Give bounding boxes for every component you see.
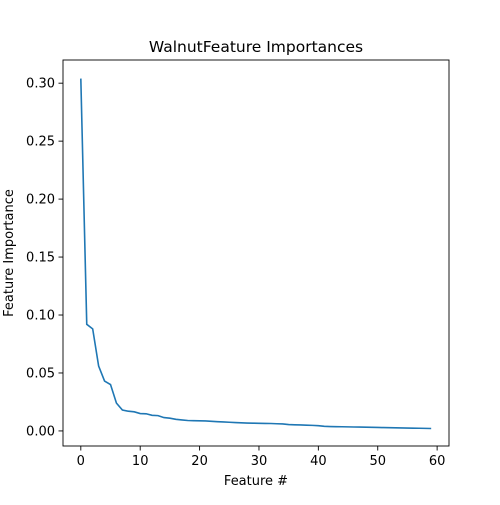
y-tick-label: 0.30 xyxy=(26,77,55,92)
series-line xyxy=(80,78,432,430)
x-axis-label: Feature # xyxy=(224,474,288,489)
y-tick-label: 0.10 xyxy=(26,309,55,324)
y-tick-label: 0.15 xyxy=(26,251,55,266)
y-axis: 0.00 0.05 0.10 0.15 0.20 0.25 0.30 xyxy=(26,77,63,439)
y-tick-label: 0.20 xyxy=(26,193,55,208)
y-tick-label: 0.25 xyxy=(26,135,55,150)
chart-title: WalnutFeature Importances xyxy=(149,38,363,56)
plot-frame xyxy=(62,59,450,447)
y-axis-label: Feature Importance xyxy=(2,189,17,317)
x-tick-label: 30 xyxy=(251,454,268,469)
x-tick-label: 50 xyxy=(369,454,386,469)
x-tick-label: 20 xyxy=(191,454,208,469)
y-tick-label: 0.05 xyxy=(26,366,55,381)
x-tick-label: 40 xyxy=(310,454,327,469)
y-tick-label: 0.00 xyxy=(26,424,55,439)
x-tick-label: 60 xyxy=(429,454,446,469)
x-tick-label: 0 xyxy=(77,454,85,469)
x-axis: 0 10 20 30 40 50 60 xyxy=(77,446,446,469)
x-tick-label: 10 xyxy=(132,454,149,469)
plot-area xyxy=(62,59,450,447)
